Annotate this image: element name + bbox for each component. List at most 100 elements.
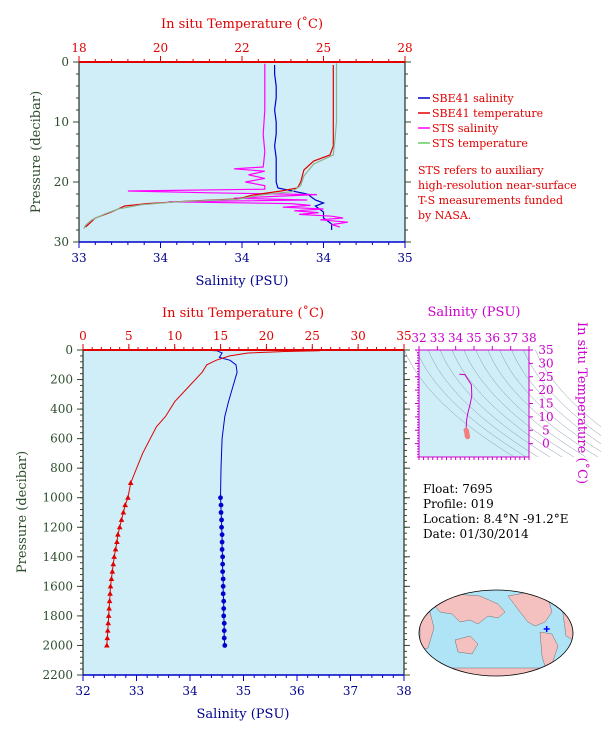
legend-note-3: by NASA. (418, 209, 471, 222)
bottom-sal-tick-label: 36 (289, 684, 304, 698)
bottom-temperature-point (115, 531, 121, 537)
bottom-temperature-point (109, 568, 116, 574)
ts-temp-tick-label: 10 (538, 410, 553, 424)
bottom-salinity-point (218, 502, 224, 508)
ts-density-contour (499, 349, 601, 452)
top-temp-tick-label: 28 (397, 41, 412, 55)
bottom-pressure-tick-label: 600 (50, 432, 73, 446)
ts-density-contour (523, 349, 601, 436)
ts-profile-line (459, 373, 473, 431)
ts-temp-tick-label: 5 (542, 423, 550, 437)
bottom-pressure-tick-label: 1400 (42, 550, 73, 564)
bottom-sal-axis-label: Salinity (PSU) (197, 707, 290, 722)
bottom-temp-tick-label: 20 (259, 329, 274, 343)
ts-density-contour (415, 349, 527, 458)
top-temp-tick-label: 22 (234, 41, 249, 55)
ts-temp-tick-label: 20 (538, 383, 553, 397)
bottom-temperature-point (104, 635, 111, 641)
top-pressure-tick-label: 20 (54, 175, 69, 189)
map-land-antarctica (419, 667, 573, 676)
bottom-salinity-point (222, 643, 228, 648)
bottom-salinity-point (220, 569, 226, 574)
top-legend: SBE41 salinity SBE41 temperature STS sal… (418, 92, 577, 222)
bottom-temp-tick-label: 5 (125, 329, 133, 343)
bottom-pressure-tick-label: 2000 (42, 638, 73, 652)
legend-note-2: T-S measurements funded (418, 194, 563, 207)
ts-density-contour (404, 349, 515, 458)
bottom-pressure-tick-label: 1200 (42, 520, 73, 534)
bottom-temperature-point (118, 516, 125, 522)
top-pressure-tick-label: 10 (54, 115, 69, 129)
top-pressure-axis-label: Pressure (decibar) (29, 91, 44, 213)
top-sal-tick-label: 33 (71, 251, 86, 265)
bottom-salinity-point (220, 576, 226, 582)
top-sal-axis-label: Salinity (PSU) (196, 274, 289, 289)
top-sal-tick-label: 34 (153, 251, 169, 265)
ts-sal-tick-label: 33 (430, 331, 445, 345)
bottom-salinity-point (219, 524, 224, 530)
bottom-plot-area (83, 350, 404, 675)
profile-number: Profile: 019 (423, 497, 494, 511)
bottom-pressure-tick-label: 200 (50, 373, 73, 387)
bottom-temp-tick-label: 30 (351, 329, 366, 343)
bottom-sal-tick-label: 37 (343, 684, 358, 698)
bottom-temperature-point (120, 509, 127, 515)
ts-density-contour (535, 349, 601, 428)
ts-density-contour (511, 349, 601, 445)
bottom-sal-tick-label: 38 (396, 684, 411, 698)
bottom-salinity-point (221, 598, 227, 604)
bottom-salinity-point (220, 591, 226, 597)
bottom-temperature-point (108, 575, 115, 581)
bottom-temp-tick-label: 35 (396, 329, 411, 343)
bottom-salinity-point (221, 613, 227, 619)
bottom-temperature-point (106, 605, 112, 611)
top-temp-tick-label: 20 (153, 41, 168, 55)
ts-sal-axis-label: Salinity (PSU) (428, 305, 521, 320)
bottom-pressure-tick-label: 800 (50, 461, 73, 475)
ts-sal-tick-label: 37 (503, 331, 518, 345)
ts-temp-tick-label: 35 (538, 343, 553, 357)
bottom-temperature-point (106, 598, 113, 604)
top-series-line-3 (83, 63, 338, 230)
location: Location: 8.4°N -91.2°E (423, 512, 568, 526)
ts-deep-point (464, 434, 471, 440)
ts-sal-tick-label: 32 (411, 331, 426, 345)
ts-density-contour (487, 349, 598, 458)
ts-sal-tick-label: 34 (448, 331, 464, 345)
bottom-temp-tick-label: 25 (305, 329, 320, 343)
bottom-temperature-point (114, 539, 120, 545)
float-id: Float: 7695 (423, 482, 493, 496)
ts-temp-axis-label: In situ Temperature (˚C) (574, 322, 590, 484)
map-land-asia (429, 593, 506, 625)
bottom-pressure-tick-label: 1000 (42, 491, 73, 505)
top-series-line-1 (127, 63, 348, 228)
bottom-salinity-point (221, 606, 227, 611)
bottom-salinity-point (220, 561, 226, 567)
bottom-temperature-point (116, 524, 123, 530)
bottom-salinity-point (220, 583, 226, 589)
bottom-profile-chart: 0 5 10 15 20 25 30 35 32 33 34 35 36 37 38 0 200 400 600 80… (15, 305, 412, 722)
bottom-pressure-tick-label: 0 (65, 343, 73, 357)
ts-temp-tick-label: 30 (538, 356, 553, 370)
top-profile-chart: 18 20 22 25 28 33 34 34 34 35 0 10 20 30 In situ Temp… (29, 16, 577, 289)
top-temp-tick-label: 25 (316, 41, 331, 55)
bottom-temp-axis-label: In situ Temperature (˚C) (162, 305, 324, 321)
bottom-temperature-point (104, 627, 111, 633)
map-land-australia (454, 635, 479, 655)
bottom-pressure-tick-label: 2200 (42, 668, 73, 682)
bottom-temperature-point (112, 546, 119, 552)
top-plot-area (79, 62, 405, 242)
date: Date: 01/30/2014 (423, 527, 529, 541)
bottom-salinity-point (218, 510, 224, 515)
bottom-pressure-tick-label: 1800 (42, 609, 73, 623)
top-sal-tick-label: 34 (316, 251, 332, 265)
bottom-salinity-point (219, 547, 225, 552)
bottom-temp-tick-label: 0 (79, 329, 87, 343)
bottom-sal-tick-label: 32 (75, 684, 90, 698)
ts-density-contour (439, 349, 551, 458)
bottom-salinity-point (219, 517, 224, 523)
bottom-temperature-point (125, 494, 131, 500)
top-temp-axis-label: In situ Temperature (˚C) (161, 16, 323, 32)
